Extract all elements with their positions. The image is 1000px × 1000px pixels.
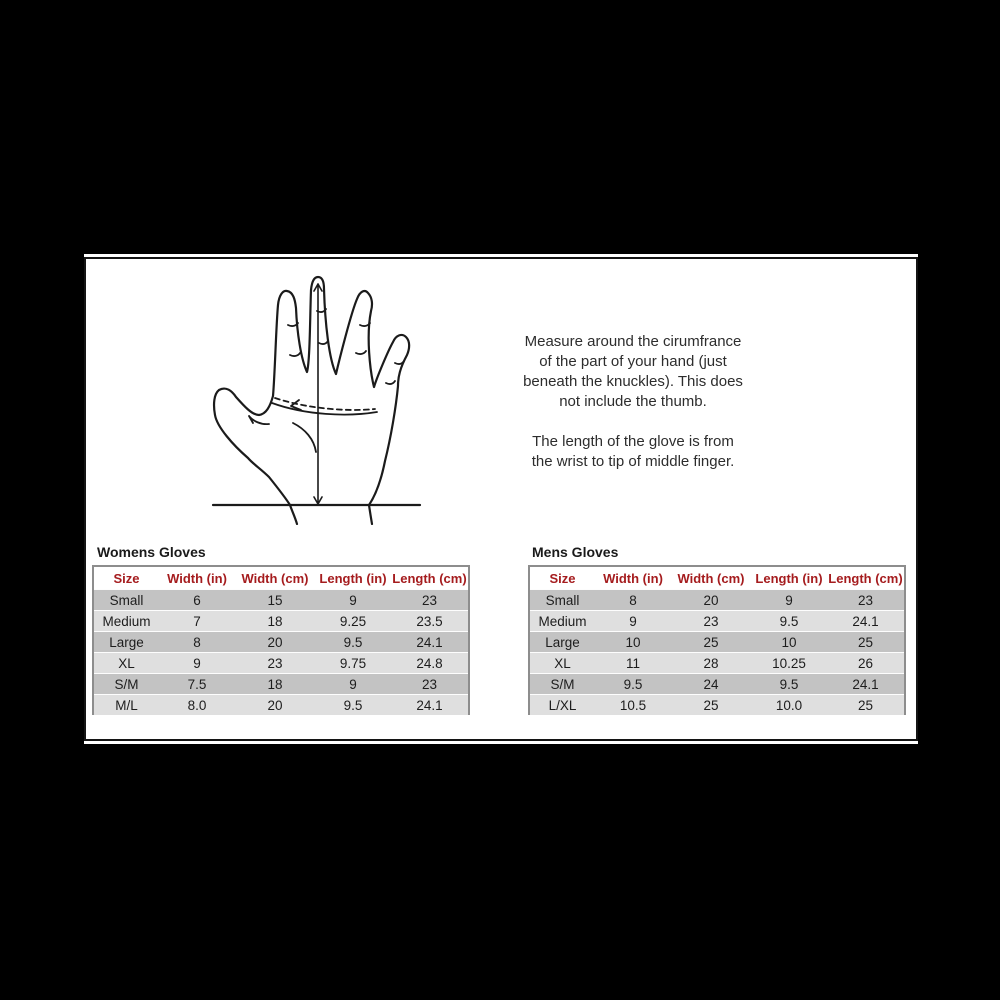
length-cm-cell: 23: [391, 589, 469, 611]
instruction-line: the wrist to tip of middle finger.: [531, 453, 735, 470]
length-in-cell: 9.5: [751, 610, 827, 632]
col-header-length-cm: Length (cm): [391, 566, 469, 590]
length-cm-cell: 23: [391, 673, 469, 695]
width-in-cell: 8: [159, 631, 235, 653]
size-cell: XL: [93, 652, 159, 674]
womens-gloves-table: Size Width (in) Width (cm) Length (in) L…: [92, 565, 470, 718]
length-in-cell: 10: [751, 631, 827, 653]
length-cm-cell: 24.1: [827, 610, 905, 632]
length-in-cell: 9: [751, 589, 827, 611]
length-in-cell: 9.5: [315, 694, 391, 718]
col-header-length-in: Length (in): [315, 566, 391, 590]
measurement-instructions: Measure around the cirumfrance of the pa…: [513, 332, 753, 472]
length-cm-cell: 24.8: [391, 652, 469, 674]
size-cell: Large: [529, 631, 595, 653]
table-row: Large 10 25 10 25: [529, 631, 905, 653]
length-in-cell: 9.5: [315, 631, 391, 653]
table-row: S/M 7.5 18 9 23: [93, 673, 469, 695]
length-cm-cell: 23: [827, 589, 905, 611]
length-in-cell: 9.5: [751, 673, 827, 695]
table-row: S/M 9.5 24 9.5 24.1: [529, 673, 905, 695]
length-cm-cell: 24.1: [391, 694, 469, 718]
womens-gloves-title: Womens Gloves: [97, 544, 206, 560]
size-cell: S/M: [93, 673, 159, 695]
size-cell: Small: [93, 589, 159, 611]
width-in-cell: 9.5: [595, 673, 671, 695]
width-cm-cell: 23: [671, 610, 751, 632]
size-cell: S/M: [529, 673, 595, 695]
col-header-size: Size: [529, 566, 595, 590]
width-in-cell: 10: [595, 631, 671, 653]
instruction-line: The length of the glove is from: [532, 433, 734, 450]
table-row: Small 8 20 9 23: [529, 589, 905, 611]
paragraph-gap: [513, 412, 753, 432]
table-row: XL 11 28 10.25 26: [529, 652, 905, 674]
size-cell: Medium: [93, 610, 159, 632]
size-guide-panel: Measure around the cirumfrance of the pa…: [84, 254, 918, 744]
col-header-length-cm: Length (cm): [827, 566, 905, 590]
table-row: M/L 8.0 20 9.5 24.1: [93, 694, 469, 718]
col-header-length-in: Length (in): [751, 566, 827, 590]
instruction-line: beneath the knuckles). This does: [523, 373, 743, 390]
width-cm-cell: 20: [235, 631, 315, 653]
table-row: Small 6 15 9 23: [93, 589, 469, 611]
table-row: Medium 9 23 9.5 24.1: [529, 610, 905, 632]
table-row: Medium 7 18 9.25 23.5: [93, 610, 469, 632]
table-row: L/XL 10.5 25 10.0 25: [529, 694, 905, 718]
width-in-cell: 10.5: [595, 694, 671, 718]
width-cm-cell: 24: [671, 673, 751, 695]
width-cm-cell: 15: [235, 589, 315, 611]
instruction-line: of the part of your hand (just: [539, 353, 727, 370]
size-cell: M/L: [93, 694, 159, 718]
size-cell: XL: [529, 652, 595, 674]
width-in-cell: 9: [159, 652, 235, 674]
length-cm-cell: 24.1: [827, 673, 905, 695]
width-cm-cell: 25: [671, 694, 751, 718]
col-header-width-cm: Width (cm): [235, 566, 315, 590]
size-cell: Small: [529, 589, 595, 611]
width-cm-cell: 25: [671, 631, 751, 653]
col-header-width-cm: Width (cm): [671, 566, 751, 590]
width-in-cell: 6: [159, 589, 235, 611]
width-cm-cell: 20: [671, 589, 751, 611]
length-in-cell: 9.75: [315, 652, 391, 674]
width-cm-cell: 28: [671, 652, 751, 674]
size-cell: Large: [93, 631, 159, 653]
length-cm-cell: 24.1: [391, 631, 469, 653]
length-in-cell: 9.25: [315, 610, 391, 632]
width-cm-cell: 20: [235, 694, 315, 718]
mens-gloves-title: Mens Gloves: [532, 544, 619, 560]
instruction-line: Measure around the cirumfrance: [524, 333, 742, 350]
length-cm-cell: 23.5: [391, 610, 469, 632]
length-in-cell: 9: [315, 589, 391, 611]
table-header-row: Size Width (in) Width (cm) Length (in) L…: [93, 566, 469, 590]
width-in-cell: 11: [595, 652, 671, 674]
length-in-cell: 10.0: [751, 694, 827, 718]
width-cm-cell: 18: [235, 610, 315, 632]
hand-measurement-diagram-icon: [211, 275, 422, 525]
length-cm-cell: 25: [827, 631, 905, 653]
width-cm-cell: 23: [235, 652, 315, 674]
col-header-width-in: Width (in): [595, 566, 671, 590]
col-header-width-in: Width (in): [159, 566, 235, 590]
width-in-cell: 8: [595, 589, 671, 611]
mens-gloves-table: Size Width (in) Width (cm) Length (in) L…: [528, 565, 906, 718]
size-cell: Medium: [529, 610, 595, 632]
instruction-line: not include the thumb.: [559, 393, 707, 410]
col-header-size: Size: [93, 566, 159, 590]
table-row: XL 9 23 9.75 24.8: [93, 652, 469, 674]
width-in-cell: 7.5: [159, 673, 235, 695]
width-in-cell: 7: [159, 610, 235, 632]
width-in-cell: 9: [595, 610, 671, 632]
length-in-cell: 9: [315, 673, 391, 695]
table-row: Large 8 20 9.5 24.1: [93, 631, 469, 653]
length-cm-cell: 26: [827, 652, 905, 674]
width-in-cell: 8.0: [159, 694, 235, 718]
length-in-cell: 10.25: [751, 652, 827, 674]
length-cm-cell: 25: [827, 694, 905, 718]
width-cm-cell: 18: [235, 673, 315, 695]
table-header-row: Size Width (in) Width (cm) Length (in) L…: [529, 566, 905, 590]
size-cell: L/XL: [529, 694, 595, 718]
